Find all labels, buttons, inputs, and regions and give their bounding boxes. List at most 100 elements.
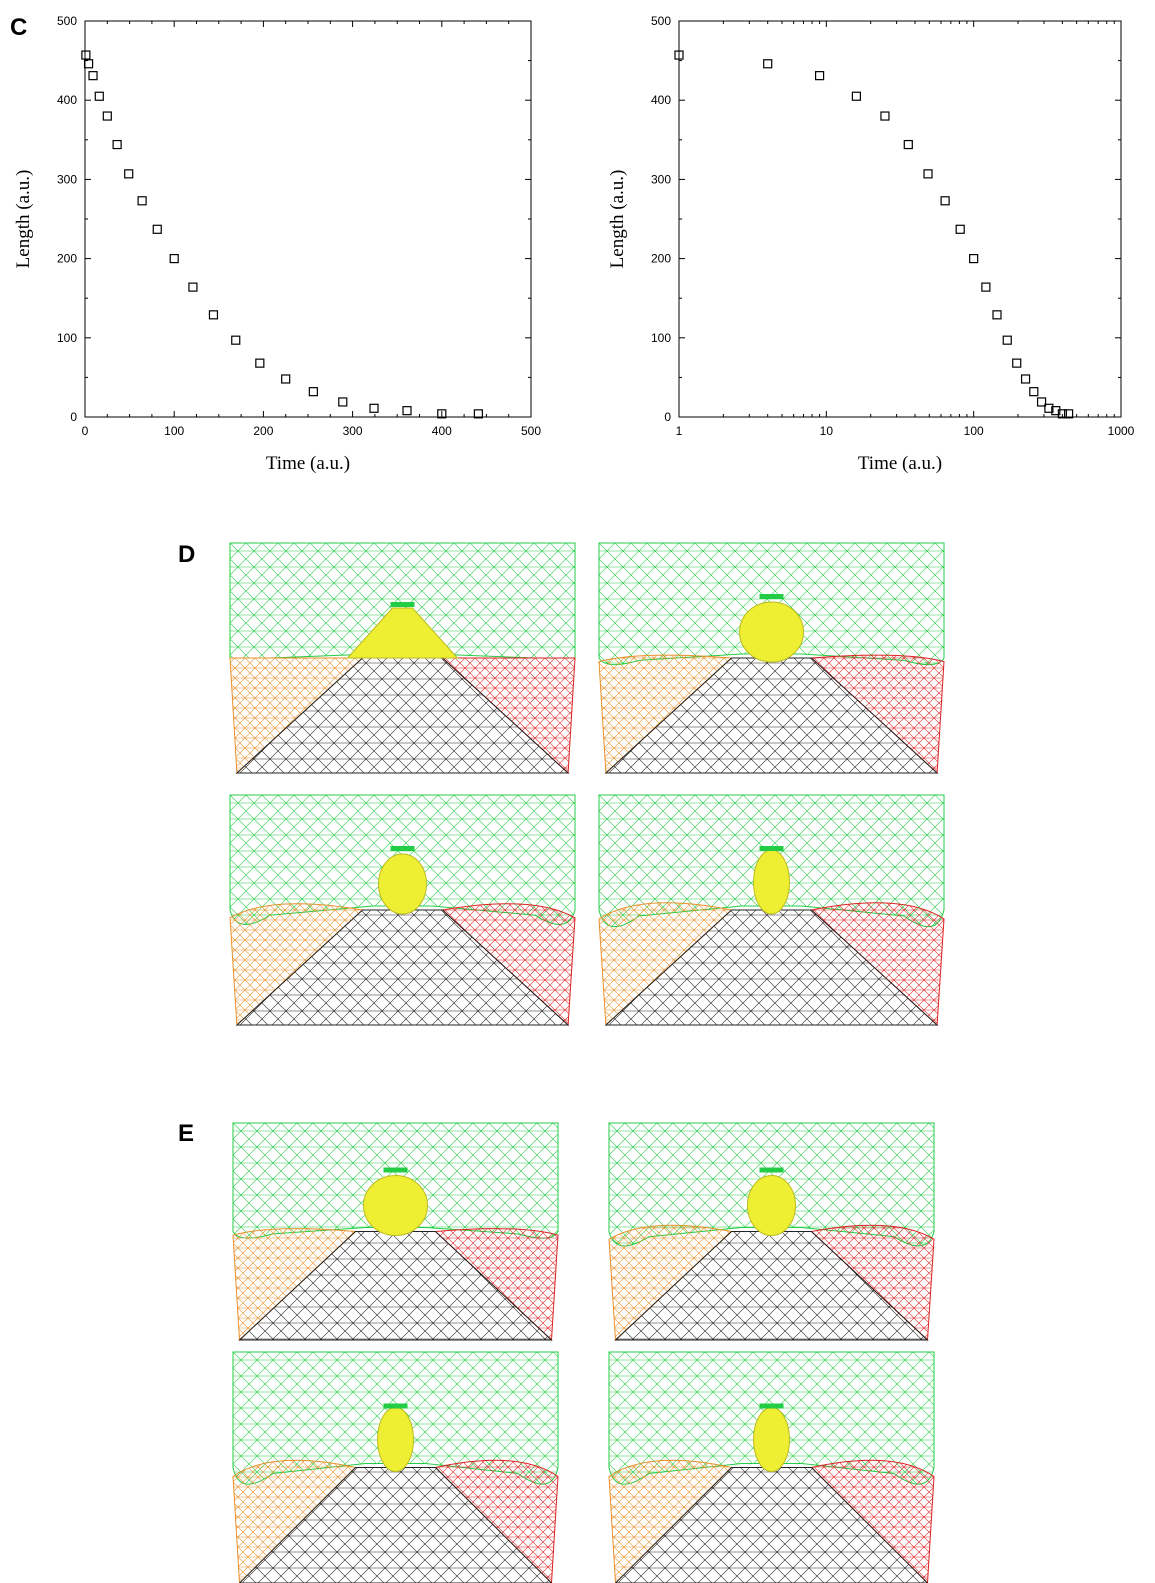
mesh-yellow-region <box>378 853 427 915</box>
data-point <box>124 169 134 179</box>
x-tick-label: 1000 <box>1108 424 1135 438</box>
mesh-black-region <box>614 1467 929 1583</box>
mesh-green-tip <box>759 1403 784 1409</box>
data-point <box>1036 397 1047 407</box>
mesh-yellow-region <box>753 849 790 915</box>
y-tick-label: 0 <box>664 410 671 424</box>
y-tick-label: 400 <box>57 93 77 107</box>
data-point <box>923 169 933 179</box>
data-point <box>1064 409 1074 419</box>
data-point <box>1057 409 1067 419</box>
data-point <box>231 335 241 345</box>
data-point <box>851 91 862 101</box>
x-tick-label: 400 <box>432 424 452 438</box>
x-tick-label: 500 <box>521 424 541 438</box>
mesh-e-3 <box>232 1351 559 1583</box>
mesh-black-region <box>235 909 570 1026</box>
x-tick-label: 0 <box>82 424 89 438</box>
mesh-yellow-region <box>739 601 804 663</box>
mesh-d-4 <box>598 794 945 1027</box>
y-tick-label: 100 <box>651 331 671 345</box>
mesh-d-1 <box>229 542 576 775</box>
data-point <box>880 111 890 121</box>
mesh-d-2 <box>598 542 945 775</box>
data-point <box>1012 358 1022 368</box>
mesh-green-tip <box>390 602 415 607</box>
data-point <box>940 196 950 206</box>
x-tick-label: 300 <box>343 424 363 438</box>
data-point <box>83 59 94 69</box>
data-point <box>94 91 104 101</box>
y-tick-label: 500 <box>57 14 77 28</box>
y-tick-label: 200 <box>651 252 671 266</box>
mesh-green-tip <box>390 846 415 851</box>
data-point <box>255 358 265 368</box>
data-point <box>369 403 379 413</box>
data-point <box>188 282 198 292</box>
y-tick-label: 300 <box>651 172 671 186</box>
data-point <box>1002 335 1012 345</box>
y-tick-label: 400 <box>651 93 671 107</box>
data-point <box>674 50 684 60</box>
data-point <box>88 71 98 81</box>
data-point <box>338 397 348 407</box>
data-point <box>1029 387 1039 397</box>
panel-d-label: D <box>178 541 196 568</box>
mesh-green-tip <box>759 846 784 851</box>
data-point <box>112 139 122 150</box>
mesh-black-region <box>604 909 939 1026</box>
mesh-black-region <box>614 1231 929 1341</box>
data-point <box>763 59 773 69</box>
panel-e-label: E <box>178 1120 195 1147</box>
y-tick-label: 200 <box>57 252 77 266</box>
x-tick-label: 100 <box>164 424 184 438</box>
data-point <box>955 224 965 234</box>
data-point <box>1044 403 1054 413</box>
mesh-green-tip <box>383 1167 408 1173</box>
mesh-black-region <box>238 1467 553 1583</box>
chart-linear: 0 100 200 300 400 500 0 100 200 300 400 500 Time (a.… <box>13 14 541 474</box>
data-point <box>437 409 447 419</box>
data-point <box>969 254 979 264</box>
y-tick-label: 0 <box>70 410 77 424</box>
data-point <box>402 406 412 416</box>
x-tick-label: 100 <box>964 424 984 438</box>
mesh-yellow-region <box>377 1407 414 1472</box>
x-axis-title: Time (a.u.) <box>858 453 942 474</box>
data-point <box>1051 406 1061 416</box>
data-point <box>981 282 991 292</box>
y-tick-label: 500 <box>651 14 671 28</box>
x-axis-title: Time (a.u.) <box>266 453 350 474</box>
mesh-e-4 <box>608 1351 935 1583</box>
y-tick-label: 300 <box>57 172 77 186</box>
data-point <box>208 310 219 320</box>
mesh-green-tip <box>759 594 784 599</box>
y-tick-label: 100 <box>57 331 77 345</box>
data-point <box>102 111 112 121</box>
chart-log: 0 100 200 300 400 500 1 10 100 1000 Time (a.u.) Len… <box>607 14 1135 474</box>
mesh-e-2 <box>608 1122 935 1342</box>
mesh-yellow-region <box>363 1175 428 1236</box>
mesh-yellow-region <box>346 607 459 659</box>
data-point <box>1020 374 1031 384</box>
data-point <box>81 50 91 60</box>
data-point <box>814 71 825 81</box>
mesh-green-tip <box>759 1167 784 1173</box>
mesh-green-tip <box>383 1403 408 1409</box>
mesh-yellow-region <box>753 1407 790 1472</box>
data-point <box>281 374 291 384</box>
data-point <box>992 310 1002 320</box>
data-point <box>903 139 913 150</box>
data-point <box>473 409 483 419</box>
mesh-e-1 <box>232 1122 559 1342</box>
mesh-d-3 <box>229 794 576 1027</box>
x-tick-label: 200 <box>253 424 273 438</box>
data-point <box>152 224 162 234</box>
data-point <box>169 254 179 264</box>
y-axis-title: Length (a.u.) <box>607 170 628 269</box>
data-point <box>137 196 147 206</box>
y-axis-title: Length (a.u.) <box>13 170 34 269</box>
